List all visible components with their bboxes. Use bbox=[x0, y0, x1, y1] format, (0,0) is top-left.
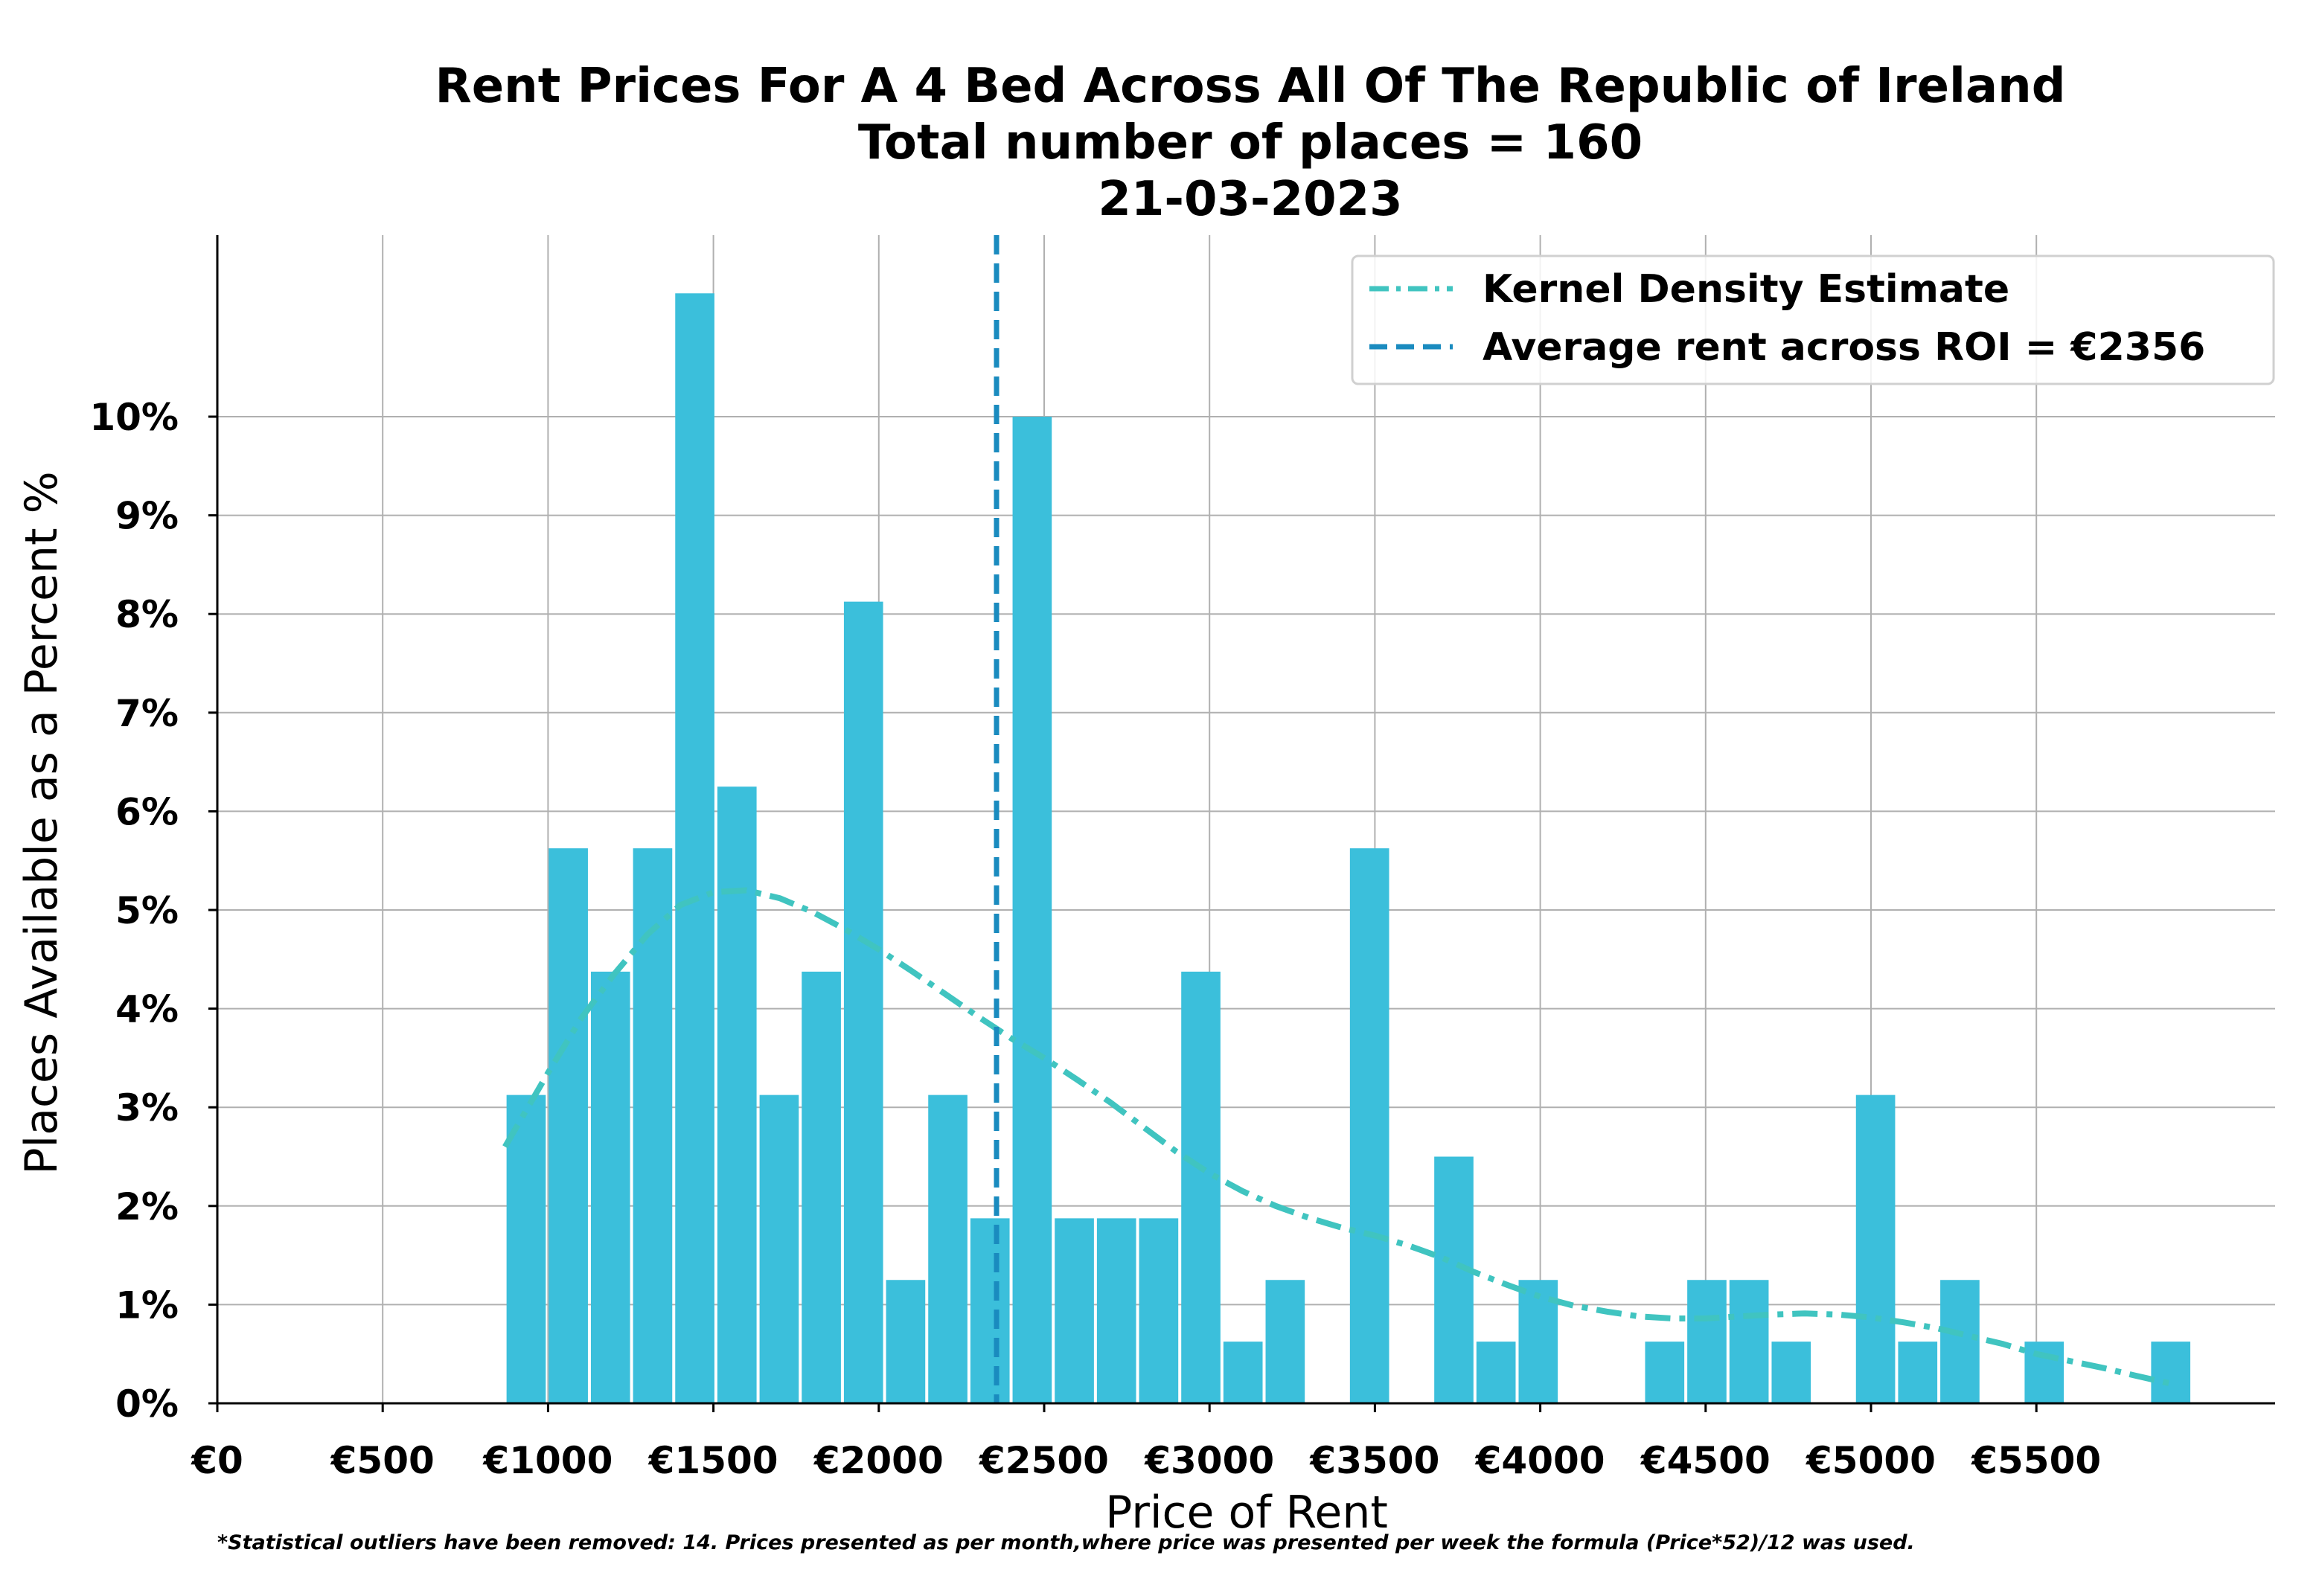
tick-labels: 0% 1% 2% 3% 4% 5% 6% 7% 8% 9% 10% €0 €500 €1000 €1500 €… bbox=[89, 396, 2101, 1482]
histogram-bar bbox=[2151, 1342, 2191, 1403]
kde-line bbox=[502, 887, 2172, 1387]
legend: Kernel Density Estimate Average rent acr… bbox=[1351, 254, 2275, 385]
histogram-bar bbox=[1687, 1280, 1727, 1403]
histogram-bars bbox=[506, 293, 2191, 1403]
histogram-bar bbox=[759, 1095, 799, 1403]
histogram-bar bbox=[1771, 1342, 1811, 1403]
y-tick-label: 6% bbox=[115, 790, 179, 833]
y-tick-label: 4% bbox=[115, 988, 179, 1031]
x-tick-label: €1000 bbox=[482, 1439, 613, 1482]
x-tick-label: €3500 bbox=[1309, 1439, 1439, 1482]
series-lines bbox=[502, 235, 2172, 1403]
x-tick-label: €1500 bbox=[648, 1439, 778, 1482]
histogram-bar bbox=[1940, 1280, 1980, 1403]
title-line-3: 21-03-2023 bbox=[1098, 172, 1403, 227]
histogram-bar bbox=[1096, 1218, 1136, 1403]
legend-frame bbox=[1351, 254, 2275, 385]
footnote: *Statistical outliers have been removed:… bbox=[217, 1531, 1915, 1554]
histogram-bar bbox=[1181, 971, 1221, 1403]
histogram-bar bbox=[675, 293, 714, 1403]
y-tick-label: 8% bbox=[115, 593, 179, 636]
x-tick-label: €500 bbox=[330, 1439, 435, 1482]
y-tick-label: 3% bbox=[115, 1086, 179, 1129]
legend-kde-label: Kernel Density Estimate bbox=[1483, 267, 2009, 312]
histogram-bar bbox=[1139, 1218, 1179, 1403]
histogram-bar bbox=[928, 1095, 968, 1403]
histogram-bar bbox=[1055, 1218, 1094, 1403]
histogram-bar bbox=[506, 1095, 546, 1403]
title-line-2: Total number of places = 160 bbox=[857, 115, 1643, 170]
y-tick-label: 10% bbox=[89, 396, 179, 439]
y-tick-label: 1% bbox=[115, 1283, 179, 1327]
histogram-bar bbox=[1349, 848, 1389, 1403]
histogram-bar bbox=[717, 786, 757, 1403]
y-tick-label: 0% bbox=[115, 1382, 179, 1426]
histogram-bar bbox=[590, 971, 630, 1403]
histogram-bar bbox=[970, 1218, 1010, 1403]
chart-title: Rent Prices For A 4 Bed Across All Of Th… bbox=[119, 58, 2322, 228]
y-tick-label: 7% bbox=[115, 692, 179, 735]
histogram-bar bbox=[1855, 1095, 1896, 1403]
histogram-bar bbox=[1729, 1280, 1769, 1403]
title-line-1: Rent Prices For A 4 Bed Across All Of Th… bbox=[435, 59, 2066, 114]
y-tick-label: 9% bbox=[115, 495, 179, 538]
x-tick-label: €4500 bbox=[1640, 1439, 1771, 1482]
histogram-bar bbox=[802, 971, 841, 1403]
y-tick-label: 2% bbox=[115, 1185, 179, 1228]
histogram-bar bbox=[1434, 1156, 1474, 1403]
x-tick-label: €5000 bbox=[1806, 1439, 1936, 1482]
histogram-bar bbox=[886, 1280, 926, 1403]
histogram-bar bbox=[548, 848, 588, 1403]
histogram-bar bbox=[1898, 1342, 1938, 1403]
histogram-bar bbox=[1265, 1280, 1305, 1403]
histogram-bar bbox=[1223, 1342, 1263, 1403]
x-tick-label: €5500 bbox=[1971, 1439, 2101, 1482]
histogram-bar bbox=[1012, 417, 1052, 1403]
legend-mean-label: Average rent across ROI = €2356 bbox=[1483, 325, 2205, 370]
x-axis-label: Price of Rent bbox=[1105, 1487, 1388, 1539]
x-tick-label: €0 bbox=[191, 1439, 243, 1482]
x-tick-label: €4000 bbox=[1475, 1439, 1605, 1482]
histogram-bar bbox=[843, 601, 883, 1403]
axes bbox=[216, 235, 2275, 1405]
histogram-bar bbox=[1645, 1342, 1685, 1403]
x-tick-label: €2500 bbox=[979, 1439, 1109, 1482]
x-tick-label: €2000 bbox=[813, 1439, 944, 1482]
y-axis-label: Places Available as a Percent % bbox=[16, 471, 68, 1174]
histogram-bar bbox=[1476, 1342, 1516, 1403]
y-tick-label: 5% bbox=[115, 889, 179, 932]
x-tick-label: €3000 bbox=[1144, 1439, 1274, 1482]
histogram-bar bbox=[2024, 1342, 2064, 1403]
